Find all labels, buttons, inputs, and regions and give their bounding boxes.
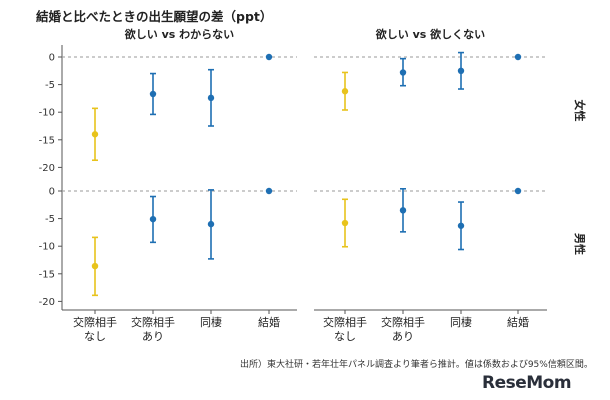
y-tick-label: -5 <box>45 80 55 91</box>
panel-column-label: 欲しい vs わからない <box>124 27 234 41</box>
estimate-point <box>207 220 215 228</box>
y-tick-label: -15 <box>39 135 55 146</box>
estimate-point <box>399 69 407 76</box>
y-tick-label: -5 <box>45 214 55 225</box>
estimate-point <box>91 131 99 138</box>
source-note: 出所）東大社研・若年壮年パネル調査より筆者ら推計。値は係数および95%信頼区間。 <box>240 360 593 370</box>
estimate-point <box>457 222 465 229</box>
y-tick-label: -10 <box>39 242 55 253</box>
x-tick-label: あり <box>142 330 164 343</box>
estimate-point <box>265 53 273 61</box>
panel-column-label: 欲しい vs 欲しくない <box>375 27 485 41</box>
estimate-point <box>341 88 349 95</box>
x-tick-label: あり <box>392 330 414 343</box>
x-tick-label: 交際相手 <box>73 315 117 329</box>
chart-title: 結婚と比べたときの出生願望の差（ppt） <box>36 9 273 24</box>
estimate-point <box>514 53 522 61</box>
estimate-point <box>457 67 465 75</box>
estimate-point <box>207 94 215 102</box>
y-tick-label: -15 <box>39 269 55 280</box>
y-tick-label: -10 <box>39 108 55 119</box>
estimate-point <box>149 90 157 98</box>
x-tick-label: 交際相手 <box>381 315 425 329</box>
estimate-point <box>91 262 99 270</box>
estimate-point <box>341 219 349 227</box>
x-tick-label: なし <box>334 330 356 343</box>
x-tick-label: 交際相手 <box>131 315 175 329</box>
x-tick-label: 同棲 <box>200 316 222 329</box>
panel-row-label: 男性 <box>573 233 587 255</box>
y-tick-label: -20 <box>39 163 55 174</box>
estimate-point <box>514 187 522 195</box>
estimate-point <box>265 187 273 195</box>
x-tick-label: 結婚 <box>507 315 529 329</box>
panel-row-label: 女性 <box>573 100 587 122</box>
y-tick-label: -20 <box>39 297 55 308</box>
estimate-point <box>399 207 407 214</box>
x-tick-label: 交際相手 <box>323 315 367 329</box>
y-tick-label: 0 <box>49 53 55 64</box>
x-tick-label: 結婚 <box>258 315 280 329</box>
y-tick-label: 0 <box>49 187 55 198</box>
x-tick-label: 同棲 <box>450 316 472 329</box>
estimate-point <box>149 215 157 223</box>
resemom-logo: ReseMom <box>482 373 572 393</box>
x-tick-label: なし <box>84 330 106 343</box>
